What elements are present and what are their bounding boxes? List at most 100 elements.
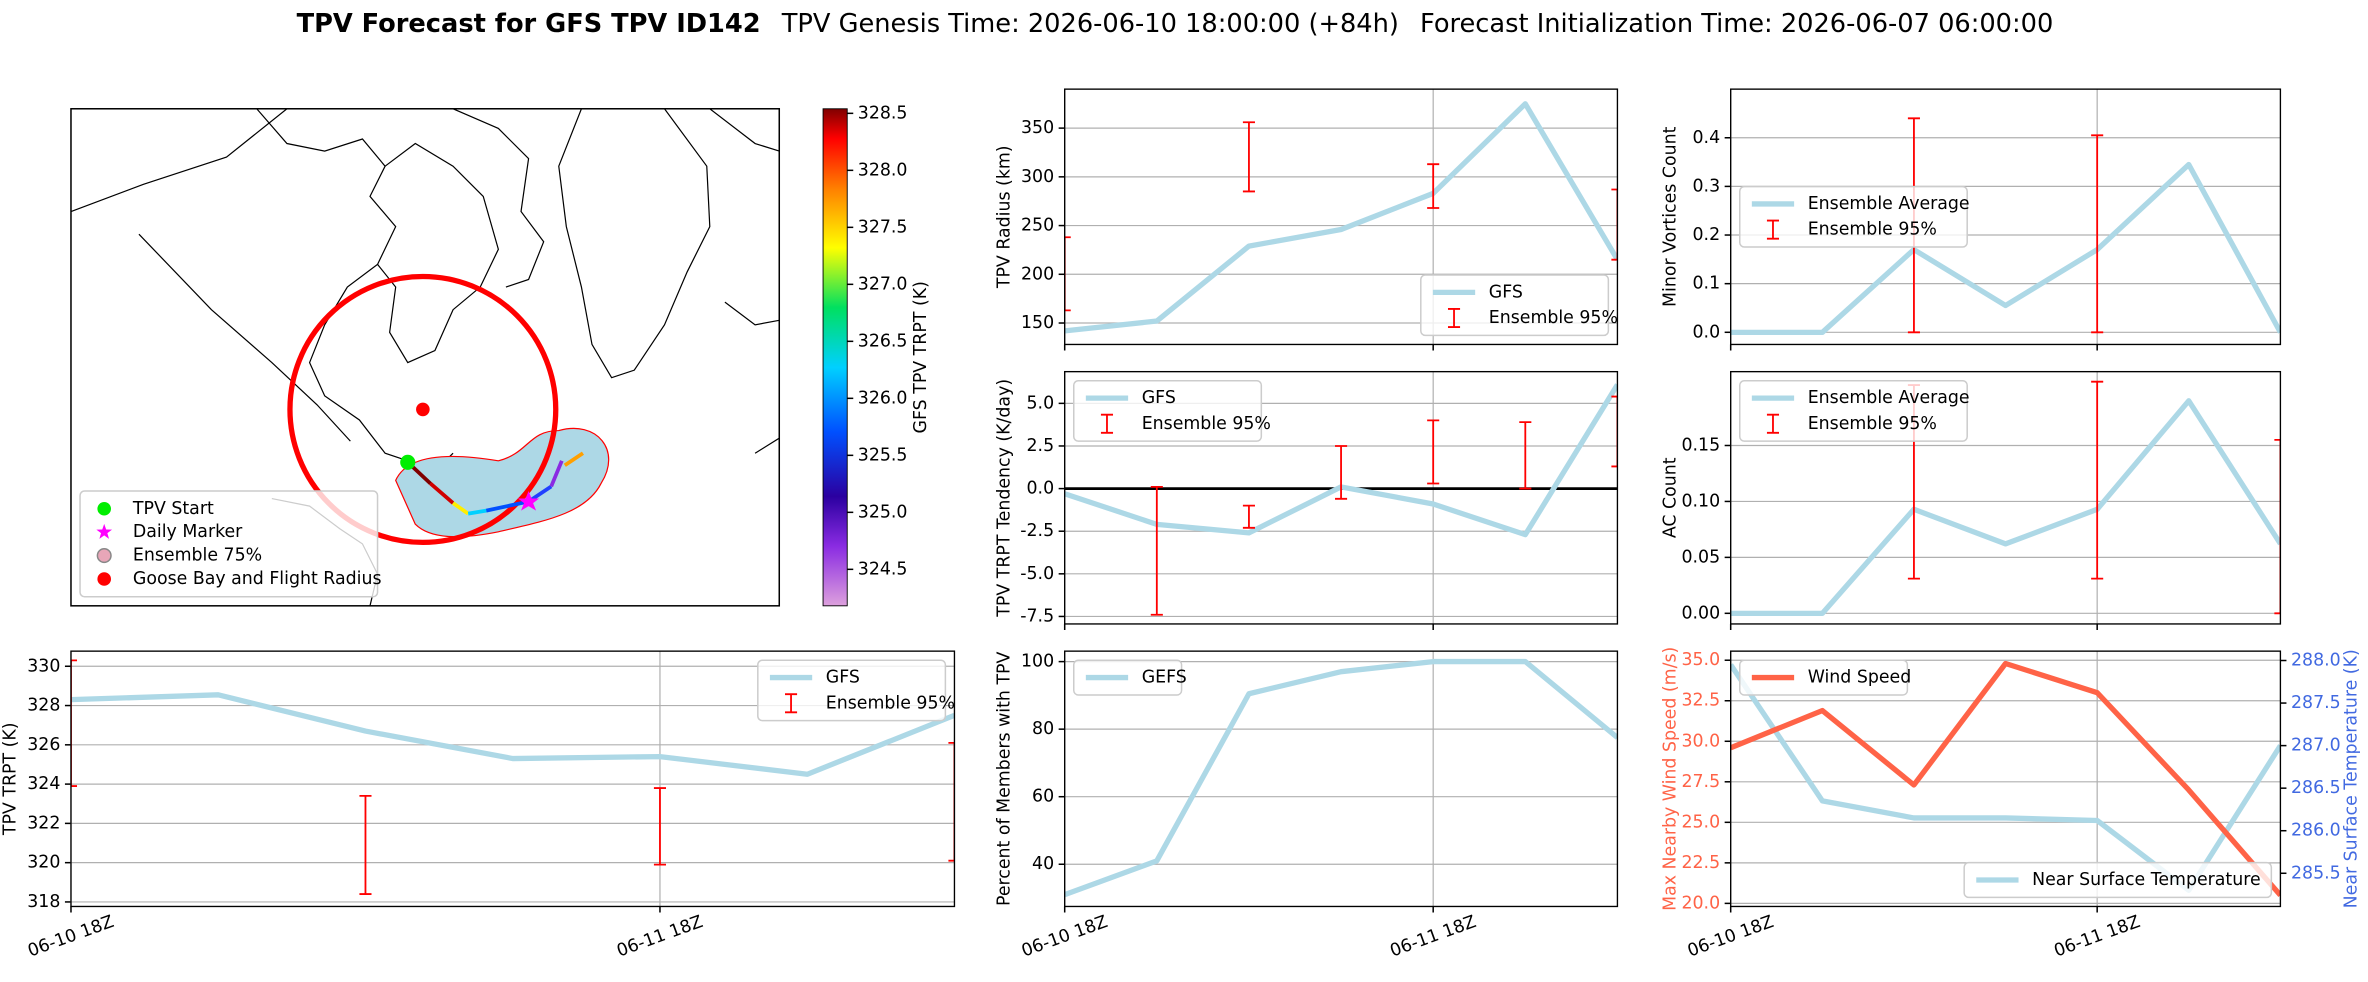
x-tick-label: 06-11 18Z <box>614 912 705 962</box>
legend-label: Ensemble 75% <box>133 546 262 566</box>
title-main: TPV Forecast for GFS TPV ID142 <box>297 9 761 39</box>
legend-marker <box>97 501 111 516</box>
flight-radius <box>287 273 559 546</box>
title-genesis: TPV Genesis Time: 2026-06-10 18:00:00 (+… <box>781 9 1399 39</box>
legend-symbol <box>1766 219 1780 240</box>
error-bar <box>1427 419 1440 485</box>
colorbar-tick-label: 326.5 <box>858 331 908 351</box>
goose-bay <box>416 402 430 417</box>
error-bar <box>1519 421 1532 490</box>
border <box>138 233 351 442</box>
x-tick-label: 06-10 18Z <box>25 912 116 962</box>
y-axis-label: TPV Radius (km) <box>994 145 1014 289</box>
error-bar <box>359 794 372 895</box>
axes-frame <box>1730 370 2282 625</box>
y-tick-label: 35.0 <box>1681 650 1720 670</box>
y-tick-label: 150 <box>1021 313 1054 333</box>
colorbar-tick-label: 327.5 <box>858 217 908 237</box>
y-tick-label: 0.00 <box>1681 603 1720 623</box>
y-axis-label: Minor Vortices Count <box>1660 126 1680 307</box>
colorbar <box>822 108 848 607</box>
y-tick-label: 0.3 <box>1693 176 1721 196</box>
legend-box <box>1739 659 1909 696</box>
y-tick-label: 350 <box>1021 118 1054 138</box>
coastline <box>377 142 500 364</box>
legend-label: Ensemble 95% <box>826 693 955 713</box>
y-tick-label: 100 <box>1021 652 1054 672</box>
y-tick-label: 20.0 <box>1681 893 1720 913</box>
series-line <box>1064 658 1618 898</box>
legend-label: GFS <box>1489 282 1523 302</box>
y-tick-label: 0.10 <box>1681 491 1720 511</box>
y2-tick-label: 287.0 <box>2291 736 2341 756</box>
panel: 40 60 80 100 06-10 18Z 06-11 18Z Percent of Me… <box>994 650 1619 962</box>
y-axis-label: TPV TRPT (K) <box>1 722 21 836</box>
y-tick-label: 0.15 <box>1681 435 1720 455</box>
y-tick-label: 80 <box>1032 719 1054 739</box>
legend-box <box>79 490 379 598</box>
series-line <box>1730 398 2281 617</box>
axes-frame <box>1064 88 1619 346</box>
colorbar-tick-label: 328.5 <box>858 103 908 123</box>
legend-symbol <box>785 693 798 714</box>
x-tick-label: 06-11 18Z <box>2051 912 2142 962</box>
error-bar <box>2091 380 2104 580</box>
y-tick-label: 0.4 <box>1693 128 1721 148</box>
panel: 20.0 22.5 25.0 27.5 30.0 32.5 35.0 285.5 286.0 28… <box>1660 647 2361 962</box>
error-bar <box>1335 445 1348 500</box>
y-axis-label: Percent of Members with TPV <box>994 651 1014 906</box>
legend-label: Ensemble Average <box>1808 388 1970 408</box>
series-line <box>1064 101 1618 334</box>
map-frame <box>70 108 781 607</box>
coastline <box>256 108 454 470</box>
y-tick-label: 40 <box>1032 854 1054 874</box>
x-tick-label: 06-10 18Z <box>1019 912 1110 962</box>
ensemble-area <box>395 428 610 538</box>
axes-frame <box>70 650 956 908</box>
y-tick-label: 2.5 <box>1027 436 1055 456</box>
error-bar <box>2091 134 2104 334</box>
colorbar-tick-label: 327.0 <box>858 274 908 294</box>
legend-symbol <box>1100 413 1114 434</box>
y2-tick-label: 287.5 <box>2291 693 2341 713</box>
plot-area <box>1064 101 1618 334</box>
y-tick-label: 200 <box>1021 264 1054 284</box>
panel: 0.0 0.1 0.2 0.3 0.4 Minor Vortices Count Ensem… <box>1660 88 2282 351</box>
legend-marker <box>96 548 112 564</box>
y2-tick-label: 288.0 <box>2291 651 2341 671</box>
y-tick-label: 30.0 <box>1681 731 1720 751</box>
daily-marker <box>518 491 540 511</box>
legend-label: TPV Start <box>132 499 214 519</box>
plot-area <box>1730 660 2281 898</box>
legend-box <box>1963 861 2273 899</box>
legend-label: Daily Marker <box>133 522 243 542</box>
y-tick-label: 320 <box>27 853 60 873</box>
colorbar-tick-label: 325.5 <box>858 445 908 465</box>
axes-frame <box>1730 88 2282 346</box>
plot-area <box>70 659 955 895</box>
figure-title: TPV Forecast for GFS TPV ID142 TPV Genesi… <box>297 9 2054 39</box>
greenland <box>558 108 711 379</box>
error-bar <box>653 787 666 866</box>
legend-marker <box>96 523 113 539</box>
y-axis-label: Max Nearby Wind Speed (m/s) <box>1660 647 1680 911</box>
coastline <box>709 108 780 454</box>
y-tick-label: 0.0 <box>1693 322 1721 342</box>
error-bar <box>1064 236 1071 312</box>
y-tick-label: 0.1 <box>1693 274 1721 294</box>
y2-tick-label: 286.5 <box>2291 778 2341 798</box>
y-tick-label: 0.0 <box>1027 479 1055 499</box>
legend-box <box>1738 379 1968 442</box>
coastline <box>70 108 288 213</box>
y-tick-label: 60 <box>1032 787 1054 807</box>
legend-label: Ensemble 95% <box>1489 308 1618 328</box>
series-line <box>70 692 955 777</box>
error-bar <box>1150 485 1163 616</box>
y-tick-label: -2.5 <box>1020 521 1054 541</box>
y2-tick-label: 286.0 <box>2291 821 2341 841</box>
y-tick-label: 322 <box>27 813 60 833</box>
title-init: Forecast Initialization Time: 2026-06-07… <box>1420 9 2053 39</box>
